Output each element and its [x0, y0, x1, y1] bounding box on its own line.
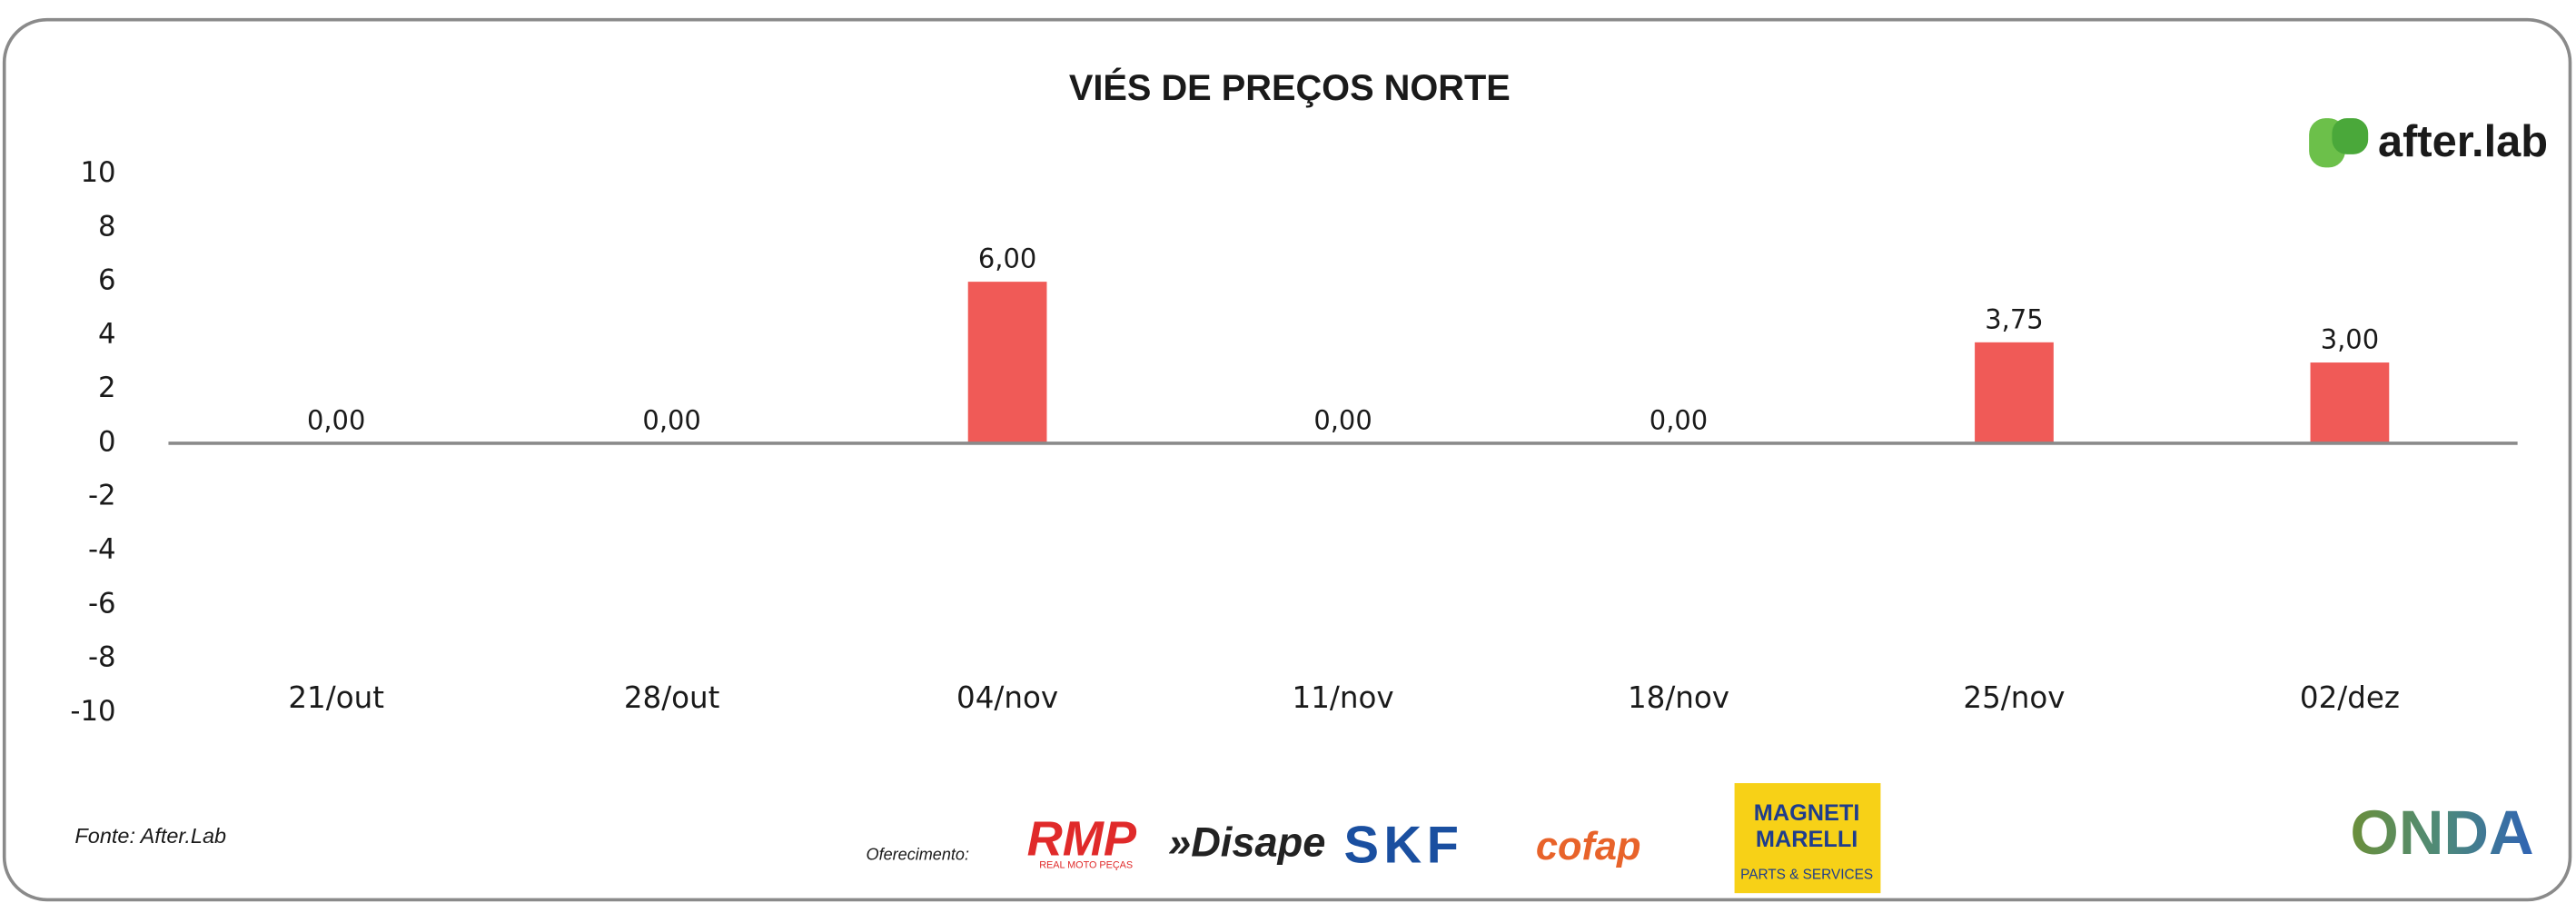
value-label: 0,00	[1650, 404, 1708, 435]
bar	[967, 282, 1047, 443]
sponsor-logo: MARELLI	[1756, 827, 1858, 852]
x-tick-label: 18/nov	[1628, 680, 1729, 715]
logo-icon	[2332, 118, 2369, 154]
bar	[1975, 342, 2054, 443]
footer-logo: ONDA	[2350, 798, 2533, 868]
bar	[2310, 362, 2390, 443]
y-tick-label: -2	[88, 480, 116, 512]
y-tick-label: -10	[70, 695, 115, 728]
source: Fonte: After.Lab	[74, 824, 226, 848]
sponsor-box	[1734, 783, 1881, 894]
value-label: 0,00	[1313, 404, 1372, 435]
sponsor-logo: »Disape	[1168, 819, 1325, 866]
y-tick-label: 4	[98, 318, 116, 351]
sponsor-logo: SKF	[1343, 817, 1463, 875]
y-tick-label: 10	[81, 156, 116, 189]
y-tick-label: 0	[98, 425, 116, 458]
x-tick-label: 25/nov	[1963, 680, 2065, 715]
y-tick-label: -4	[88, 533, 116, 566]
value-label: 3,75	[1985, 303, 2043, 334]
x-tick-label: 04/nov	[956, 680, 1058, 715]
sponsor-logo-sub: REAL MOTO PEÇAS	[1039, 859, 1133, 870]
frame	[2, 17, 2572, 902]
y-tick-label: 6	[98, 264, 116, 297]
after-lab-logo: after.lab	[2309, 117, 2548, 168]
x-tick-label: 21/out	[288, 680, 384, 715]
brand: after.lab	[2378, 117, 2548, 166]
chart-title: VIÉS DE PREÇOS NORTE	[1069, 67, 1511, 108]
value-label: 0,00	[307, 404, 365, 435]
value-label: 6,00	[978, 243, 1036, 274]
y-tick-label: 8	[98, 210, 116, 243]
x-tick-label: 11/nov	[1293, 680, 1394, 715]
x-tick-label: 02/dez	[2300, 680, 2400, 715]
y-tick-label: -6	[88, 587, 116, 620]
sponsor-label: Oferecimento:	[867, 845, 969, 863]
x-tick-label: 28/out	[624, 680, 720, 715]
y-tick-label: -8	[88, 641, 116, 674]
sponsor-logo-sub: PARTS & SERVICES	[1740, 867, 1873, 882]
sponsor-logo: RMP	[1027, 811, 1137, 866]
value-label: 0,00	[642, 404, 700, 435]
sponsor-logo: MAGNETI	[1754, 800, 1860, 826]
y-tick-label: 2	[98, 372, 116, 404]
sponsor-logo: cofap	[1536, 825, 1641, 868]
value-label: 3,00	[2321, 324, 2379, 355]
